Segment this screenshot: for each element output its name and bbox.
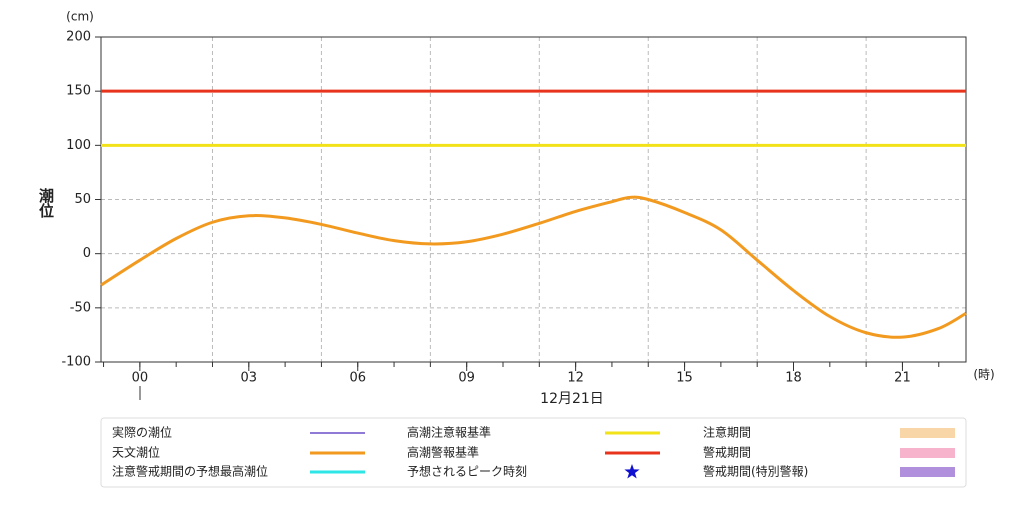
tide-line: [100, 195, 967, 339]
x-tick-label: 00: [132, 371, 149, 386]
x-tick-label: 18: [785, 371, 802, 386]
y-unit: (cm): [66, 10, 94, 24]
legend-swatch: [900, 448, 955, 458]
legend-box: [100, 417, 967, 488]
y-tick-label: -100: [61, 355, 91, 370]
plot-frame: [100, 36, 967, 363]
legend-label: 注意警戒期間の予想最高潮位: [112, 464, 268, 479]
y-tick-label: 100: [66, 138, 91, 153]
legend-swatch: [900, 428, 955, 438]
legend-label: 警戒期間: [703, 445, 751, 460]
x-date: 12月21日: [540, 391, 604, 407]
legend-swatch: [900, 467, 955, 477]
legend-label: 高潮注意報基準: [407, 425, 491, 440]
legend-label: 注意期間: [703, 425, 751, 440]
legend-label: 警戒期間(特別警報): [703, 464, 808, 479]
x-tick-label: 21: [894, 371, 911, 386]
x-tick-label: 06: [349, 371, 366, 386]
legend-label: 天文潮位: [112, 445, 160, 460]
legend-label: 予想されるピーク時刻: [407, 464, 527, 479]
x-tick-label: 09: [458, 371, 475, 386]
x-tick-label: 12: [567, 371, 584, 386]
x-unit: (時): [973, 368, 994, 382]
legend-label: 高潮警報基準: [407, 445, 479, 460]
x-tick-label: 03: [241, 371, 258, 386]
y-tick-label: 50: [74, 192, 91, 207]
y-tick-label: 0: [83, 246, 91, 261]
legend-label: 実際の潮位: [112, 425, 172, 440]
y-tick-label: -50: [70, 300, 91, 315]
x-tick-label: 15: [676, 371, 693, 386]
legend-swatch: [624, 464, 640, 479]
y-tick-label: 200: [66, 30, 91, 45]
y-tick-label: 150: [66, 84, 91, 99]
y-label: 潮位: [37, 187, 55, 218]
